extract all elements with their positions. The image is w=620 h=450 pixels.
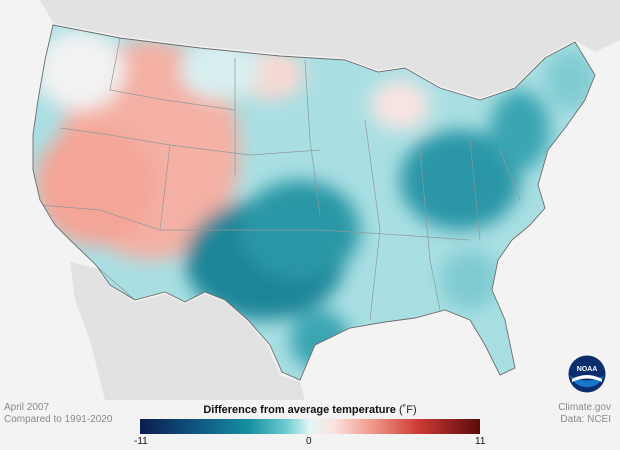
color-legend: Difference from average temperature (˚F)… (134, 404, 485, 448)
source-site-label: Climate.gov (558, 402, 611, 413)
noaa-logo-text: NOAA (577, 366, 598, 373)
map-caption: April 2007 Compared to 1991-2020 (4, 402, 112, 426)
legend-max-label: 11 (475, 436, 486, 447)
credits: Climate.gov Data: NCEI (558, 402, 611, 426)
us-map-svg (0, 0, 620, 400)
legend-mid-label: 0 (306, 436, 312, 447)
legend-title: Difference from average temperature (203, 404, 396, 416)
date-label: April 2007 (4, 402, 50, 413)
state-boundaries (39, 37, 521, 321)
us-border (32, 24, 596, 381)
baseline-label: Compared to 1991-2020 (4, 414, 113, 425)
legend-title-row: Difference from average temperature (˚F) (140, 404, 480, 416)
legend-min-label: -11 (134, 436, 148, 447)
noaa-logo: NOAA (568, 355, 606, 393)
canada-landmass (0, 0, 620, 98)
data-source-label: Data: NCEI (560, 414, 611, 425)
mexico-landmass (70, 262, 305, 400)
temperature-anomaly-map (0, 0, 620, 400)
legend-unit: (˚F) (398, 404, 417, 416)
legend-color-bar (140, 419, 480, 434)
